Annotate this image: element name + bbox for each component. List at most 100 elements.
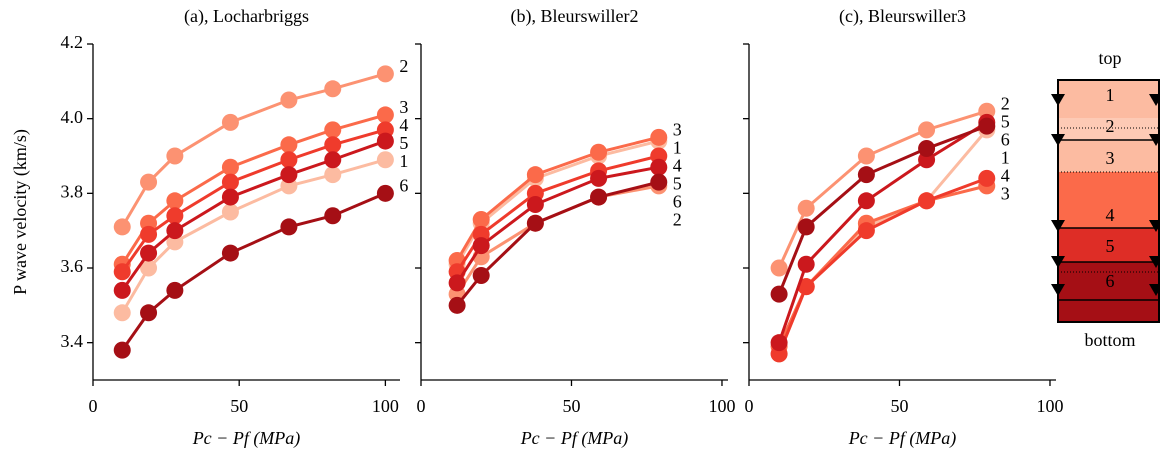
series-label: 3 bbox=[1001, 183, 1010, 203]
point bbox=[918, 192, 936, 210]
point bbox=[857, 166, 875, 184]
point bbox=[221, 188, 239, 206]
point bbox=[113, 218, 131, 236]
layer-label: 3 bbox=[1106, 148, 1115, 168]
point bbox=[797, 255, 815, 273]
x-tick-label: 0 bbox=[417, 396, 426, 416]
x-tick-label: 0 bbox=[745, 396, 754, 416]
point bbox=[324, 121, 342, 139]
point bbox=[376, 132, 394, 150]
point bbox=[221, 113, 239, 131]
point bbox=[280, 218, 298, 236]
point bbox=[113, 263, 131, 281]
point bbox=[650, 128, 668, 146]
panel-title: (a), Locharbriggs bbox=[184, 6, 309, 27]
y-axis-label: P wave velocity (km/s) bbox=[10, 129, 31, 295]
layer-label: 1 bbox=[1106, 85, 1115, 105]
layer bbox=[1058, 80, 1160, 118]
series-label: 2 bbox=[399, 56, 408, 76]
point bbox=[472, 266, 490, 284]
diagram-top-label: top bbox=[1098, 48, 1121, 68]
point bbox=[280, 166, 298, 184]
marker-triangle bbox=[1149, 256, 1160, 268]
point bbox=[526, 196, 544, 214]
series-label: 4 bbox=[399, 115, 408, 135]
point bbox=[978, 117, 996, 135]
series-label: 2 bbox=[1001, 93, 1010, 113]
series-label: 6 bbox=[399, 175, 408, 195]
point bbox=[590, 188, 608, 206]
point bbox=[280, 151, 298, 169]
point bbox=[918, 140, 936, 158]
x-tick-label: 100 bbox=[708, 396, 735, 416]
point bbox=[857, 192, 875, 210]
diagram-frame bbox=[1057, 79, 1160, 323]
point bbox=[140, 244, 158, 262]
series-line bbox=[120, 158, 386, 314]
marker-triangle bbox=[1149, 220, 1160, 232]
series-label: 1 bbox=[673, 137, 682, 157]
point bbox=[324, 207, 342, 225]
series-line bbox=[121, 139, 386, 292]
point bbox=[590, 143, 608, 161]
layer bbox=[1058, 118, 1160, 140]
point bbox=[797, 218, 815, 236]
point bbox=[324, 166, 342, 184]
point bbox=[448, 296, 466, 314]
panel-title: (b), Bleurswiller2 bbox=[511, 6, 639, 27]
series-label: 3 bbox=[399, 97, 408, 117]
point bbox=[166, 222, 184, 240]
x-tick-label: 50 bbox=[890, 396, 908, 416]
series-line bbox=[777, 128, 988, 355]
y-tick-label: 3.6 bbox=[61, 256, 84, 276]
point bbox=[324, 151, 342, 169]
point bbox=[590, 169, 608, 187]
point bbox=[857, 147, 875, 165]
point bbox=[526, 166, 544, 184]
marker-triangle bbox=[1051, 220, 1065, 232]
point bbox=[166, 192, 184, 210]
y-tick-label: 4.2 bbox=[61, 32, 84, 52]
point bbox=[472, 237, 490, 255]
series-line bbox=[120, 72, 386, 228]
point bbox=[113, 304, 131, 322]
point bbox=[650, 173, 668, 191]
layer-label: 6 bbox=[1106, 271, 1115, 291]
series-label: 6 bbox=[1001, 129, 1010, 149]
point bbox=[770, 285, 788, 303]
series-label: 5 bbox=[1001, 111, 1010, 131]
point bbox=[376, 106, 394, 124]
point bbox=[221, 244, 239, 262]
series-label: 1 bbox=[1001, 147, 1010, 167]
x-tick-label: 50 bbox=[230, 396, 248, 416]
x-axis-label: Pc − Pf (MPa) bbox=[192, 428, 301, 449]
series-label: 4 bbox=[1001, 165, 1010, 185]
point bbox=[221, 158, 239, 176]
marker-triangle bbox=[1051, 284, 1065, 296]
layer-label: 4 bbox=[1106, 205, 1115, 225]
point bbox=[797, 278, 815, 296]
series-label: 5 bbox=[399, 133, 408, 153]
series-label: 1 bbox=[399, 151, 408, 171]
point bbox=[978, 169, 996, 187]
point bbox=[113, 341, 131, 359]
x-tick-label: 100 bbox=[1036, 396, 1063, 416]
point bbox=[324, 80, 342, 98]
diagram-bottom-label: bottom bbox=[1084, 330, 1135, 350]
marker-triangle bbox=[1051, 256, 1065, 268]
point bbox=[376, 65, 394, 83]
x-tick-label: 0 bbox=[89, 396, 98, 416]
point bbox=[797, 199, 815, 217]
point bbox=[324, 136, 342, 154]
point bbox=[376, 184, 394, 202]
series-line bbox=[121, 191, 386, 351]
point bbox=[770, 334, 788, 352]
point bbox=[166, 281, 184, 299]
point bbox=[140, 259, 158, 277]
layer bbox=[1058, 300, 1160, 322]
point bbox=[221, 173, 239, 191]
x-tick-label: 50 bbox=[562, 396, 580, 416]
point bbox=[376, 151, 394, 169]
marker-triangle bbox=[1051, 94, 1065, 106]
point bbox=[280, 136, 298, 154]
